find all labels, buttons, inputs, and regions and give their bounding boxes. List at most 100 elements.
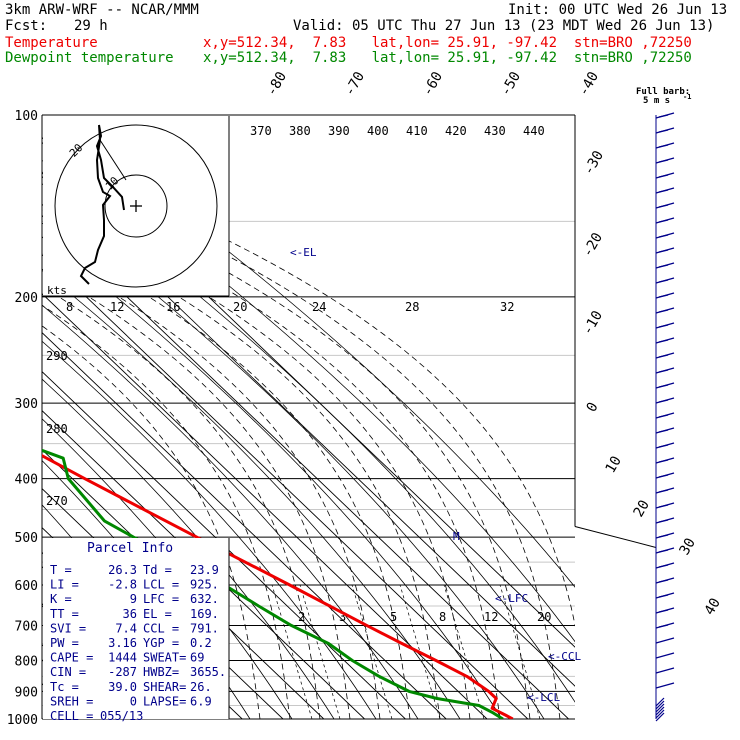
parcel-row-label-a: K = — [50, 592, 72, 606]
dry-adiabat — [42, 236, 503, 719]
parcel-row-label-a: PW = — [50, 636, 79, 650]
wind-barb-low — [655, 712, 665, 722]
pressure-tick-label: 300 — [15, 397, 38, 412]
parcel-row-label-b: YGP = — [143, 636, 179, 650]
parcel-row-label-a: SVI = — [50, 621, 86, 635]
wind-barbs — [655, 112, 675, 722]
mixing-ratio-label: 3 — [339, 610, 346, 624]
ccl-marker: <-CCL — [548, 650, 581, 663]
wind-barb-low — [655, 700, 665, 710]
theta-label-left: 290 — [46, 349, 68, 363]
thetae-label: 16 — [166, 300, 180, 314]
wind-barb-flag — [658, 234, 669, 238]
wind-barb-flag — [658, 429, 669, 433]
isotherm-label: 40 — [702, 595, 724, 618]
dry-adiabat — [42, 378, 335, 719]
hodograph-ring-outer — [54, 124, 218, 288]
wind-barb — [655, 637, 675, 644]
temperature-legend-info: x,y=512.34, 7.83 lat,lon= 25.91, -97.42 … — [203, 35, 692, 51]
isotherm-label: -80 — [264, 69, 291, 99]
wind-barb-flag — [658, 144, 669, 148]
parcel-row-label-a: Tc = — [50, 680, 79, 694]
isotherm-label: -70 — [342, 69, 369, 99]
wind-barb-flag — [658, 204, 669, 208]
isotherm-label: -20 — [580, 230, 607, 260]
thetae-label: 8 — [66, 300, 73, 314]
moist-adiabat — [42, 304, 291, 719]
parcel-row-value-a: -2.8 — [108, 578, 137, 592]
wind-barb-flag — [658, 474, 669, 478]
mixing-ratio-label: 8 — [439, 610, 446, 624]
dewpoint-legend-name: Dewpoint temperature — [5, 50, 174, 66]
theta-label: 410 — [406, 124, 428, 138]
wind-barb-low — [655, 709, 665, 719]
hodograph-unit: kts — [47, 284, 67, 297]
wind-barb — [655, 667, 675, 674]
theta-label: 440 — [523, 124, 545, 138]
wind-barb-low — [655, 703, 665, 713]
el-marker: <-EL — [290, 246, 317, 259]
isotherm — [42, 370, 406, 719]
theta-label: 430 — [484, 124, 506, 138]
dry-adiabat — [42, 304, 419, 719]
parcel-row-value-a: 39.0 — [108, 680, 137, 694]
wind-barb-low — [655, 697, 665, 707]
mixing-ratio-label: 2 — [298, 610, 305, 624]
isotherm-label: -10 — [580, 308, 607, 338]
wind-barb-flag — [658, 489, 669, 493]
thetae-label: 24 — [312, 300, 326, 314]
wind-barb-flag — [658, 384, 669, 388]
pressure-tick-label: 100 — [15, 109, 38, 124]
wind-barb-flag — [658, 609, 669, 613]
parcel-row-value-a: 9 — [130, 592, 137, 606]
pressure-tick-label: 700 — [15, 619, 38, 634]
forecast-hour: 29 h — [74, 18, 108, 34]
wind-barb-flag — [658, 459, 669, 463]
isotherm-label: -60 — [420, 69, 447, 99]
moist-adiabat — [42, 268, 351, 719]
mixing-ratio-label: 20 — [537, 610, 551, 624]
parcel-row-label-a: LI = — [50, 578, 79, 592]
theta-label-left: 270 — [46, 494, 68, 508]
wind-barb — [655, 682, 675, 689]
isotherm-label: -50 — [498, 69, 525, 99]
parcel-row-label-b: Td = — [143, 563, 172, 577]
wind-barb-flag — [658, 294, 669, 298]
theta-label: 390 — [328, 124, 350, 138]
thetae-label: 28 — [405, 300, 419, 314]
dewpoint-legend-info: x,y=512.34, 7.83 lat,lon= 25.91, -97.42 … — [203, 50, 692, 66]
parcel-row-value-b: 69 — [190, 651, 204, 665]
wind-barb-flag — [658, 564, 669, 568]
wind-barb-flag — [658, 249, 669, 253]
wind-barb-flag — [658, 444, 669, 448]
parcel-row-value-b: 925. — [190, 578, 219, 592]
isotherm — [42, 253, 529, 719]
parcel-row-value-a: 3.16 — [108, 636, 137, 650]
parcel-row-value-b: 26. — [190, 680, 212, 694]
theta-label: 380 — [289, 124, 311, 138]
isotherm-label: 30 — [677, 535, 699, 558]
wind-barb-flag — [658, 399, 669, 403]
wind-barb-flag — [658, 189, 669, 193]
pressure-tick-label: 400 — [15, 473, 38, 488]
theta-label: 420 — [445, 124, 467, 138]
parcel-row-value-a: 7.4 — [115, 621, 137, 635]
wind-barb-flag — [658, 324, 669, 328]
right-axis-slant — [574, 525, 657, 719]
moist-adiabat — [42, 252, 381, 719]
parcel-row-value-b: 3655. — [190, 665, 226, 679]
parcel-row-value-b: 6.9 — [190, 694, 212, 708]
pressure-tick-label: 1000 — [7, 713, 38, 728]
pressure-tick-label: 500 — [15, 531, 38, 546]
parcel-row-label-b: EL = — [143, 607, 172, 621]
init-time: Init: 00 UTC Wed 26 Jun 13 — [508, 2, 728, 18]
barb-key-line2: 5 m s — [643, 96, 670, 106]
wind-barb-flag — [658, 309, 669, 313]
dewpoint-profile — [42, 448, 504, 719]
wind-barb-flag — [658, 174, 669, 178]
parcel-row-label-a: SREH = — [50, 694, 93, 708]
parcel-row-value-b: 0.2 — [190, 636, 212, 650]
dry-adiabat — [42, 340, 377, 719]
m-marker: M — [453, 530, 460, 543]
parcel-row-value-a: 1444 — [108, 651, 137, 665]
